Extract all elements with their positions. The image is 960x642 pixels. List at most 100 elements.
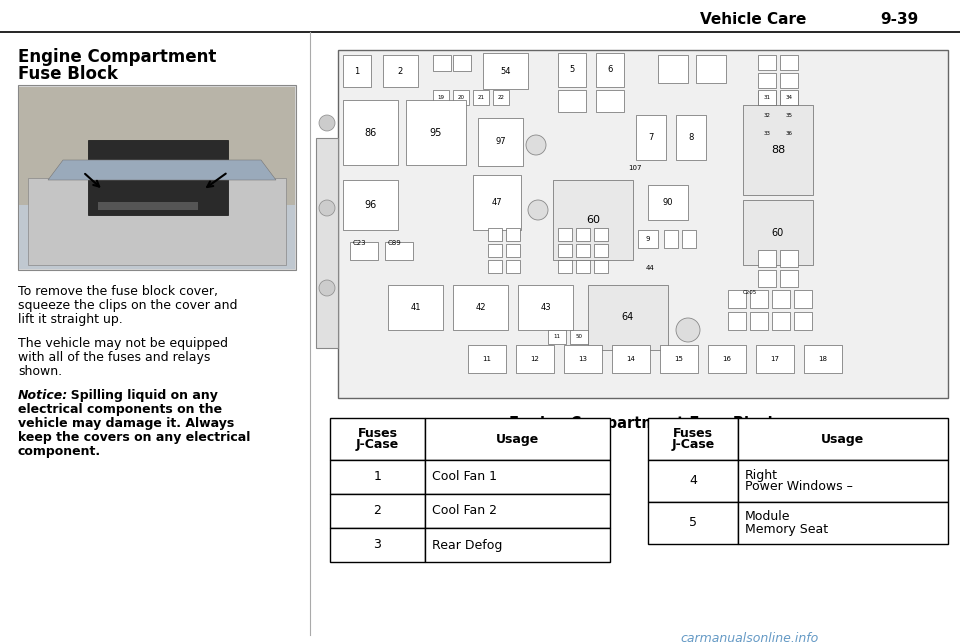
Text: 60: 60 <box>772 227 784 238</box>
Bar <box>88 140 228 215</box>
Bar <box>558 53 586 87</box>
Bar <box>658 55 688 83</box>
Text: component.: component. <box>18 445 101 458</box>
Bar <box>660 345 698 373</box>
Circle shape <box>676 318 700 342</box>
Bar <box>19 87 295 205</box>
Text: 5: 5 <box>569 65 575 74</box>
Bar <box>758 55 776 70</box>
Text: 43: 43 <box>540 303 551 312</box>
Text: 64: 64 <box>622 313 635 322</box>
Text: 107: 107 <box>628 165 641 171</box>
Text: 22: 22 <box>497 95 505 100</box>
Bar <box>780 90 798 105</box>
Circle shape <box>319 115 335 131</box>
Text: 50: 50 <box>575 334 583 340</box>
Bar <box>772 290 790 308</box>
Bar <box>758 108 776 123</box>
Bar <box>406 100 466 165</box>
Text: Memory Seat: Memory Seat <box>745 523 828 535</box>
Bar <box>612 345 650 373</box>
Bar <box>780 91 798 106</box>
Bar <box>664 230 678 248</box>
Bar <box>682 230 696 248</box>
Bar <box>425 460 610 494</box>
Bar <box>728 290 746 308</box>
Text: 36: 36 <box>785 131 793 136</box>
Text: 97: 97 <box>495 137 506 146</box>
Text: vehicle may damage it. Always: vehicle may damage it. Always <box>18 417 234 430</box>
Bar <box>18 85 296 270</box>
Bar <box>676 115 706 160</box>
Text: 9: 9 <box>646 236 650 242</box>
Bar <box>743 200 813 265</box>
Text: Engine Compartment Fuse Block: Engine Compartment Fuse Block <box>509 416 778 431</box>
Bar <box>558 228 572 241</box>
Bar <box>772 312 790 330</box>
Text: squeeze the clips on the cover and: squeeze the clips on the cover and <box>18 299 237 312</box>
Polygon shape <box>48 160 276 180</box>
Bar <box>756 345 794 373</box>
Text: 18: 18 <box>819 356 828 362</box>
Bar <box>343 180 398 230</box>
Text: J-Case: J-Case <box>671 438 714 451</box>
Text: 12: 12 <box>531 356 540 362</box>
Text: 16: 16 <box>723 356 732 362</box>
Text: 21: 21 <box>477 95 485 100</box>
Text: To remove the fuse block cover,: To remove the fuse block cover, <box>18 285 218 298</box>
Bar <box>350 242 378 260</box>
Bar <box>708 345 746 373</box>
Text: 60: 60 <box>586 215 600 225</box>
Circle shape <box>528 200 548 220</box>
Text: 32: 32 <box>763 113 771 118</box>
Text: Engine Compartment: Engine Compartment <box>18 48 216 66</box>
Text: J-Case: J-Case <box>356 438 399 451</box>
Text: 15: 15 <box>675 356 684 362</box>
Bar <box>453 55 471 71</box>
Text: Notice:: Notice: <box>18 389 68 402</box>
Bar <box>804 345 842 373</box>
Bar <box>385 242 413 260</box>
Bar <box>330 460 425 494</box>
Text: lift it straight up.: lift it straight up. <box>18 313 123 326</box>
Bar <box>576 260 590 273</box>
Bar <box>758 126 776 141</box>
Bar <box>780 55 798 70</box>
Bar <box>750 290 768 308</box>
Circle shape <box>319 280 335 296</box>
Bar <box>553 180 633 260</box>
Bar <box>648 418 738 460</box>
Bar <box>453 285 508 330</box>
Text: Fuses: Fuses <box>357 427 397 440</box>
Bar <box>473 175 521 230</box>
Text: 11: 11 <box>483 356 492 362</box>
Bar <box>488 260 502 273</box>
Text: 13: 13 <box>579 356 588 362</box>
Bar <box>19 204 295 269</box>
Bar <box>648 460 738 502</box>
Text: Power Windows –: Power Windows – <box>745 480 852 494</box>
Bar <box>594 260 608 273</box>
Bar <box>576 228 590 241</box>
Text: 54: 54 <box>500 67 511 76</box>
Bar <box>98 202 198 210</box>
Text: 31: 31 <box>763 95 771 100</box>
Bar <box>383 55 418 87</box>
Text: 11: 11 <box>554 334 561 340</box>
Bar <box>648 185 688 220</box>
Circle shape <box>319 200 335 216</box>
Bar <box>738 502 948 544</box>
Bar <box>780 73 798 88</box>
Text: shown.: shown. <box>18 365 62 378</box>
Bar <box>338 50 948 398</box>
Text: Cool Fan 2: Cool Fan 2 <box>432 505 497 517</box>
Bar <box>558 90 586 112</box>
Bar <box>576 244 590 257</box>
Bar <box>425 528 610 562</box>
Circle shape <box>526 135 546 155</box>
Bar <box>548 330 566 344</box>
Text: C205: C205 <box>743 290 757 295</box>
Bar <box>596 53 624 87</box>
Bar <box>728 312 746 330</box>
Bar <box>433 55 451 71</box>
